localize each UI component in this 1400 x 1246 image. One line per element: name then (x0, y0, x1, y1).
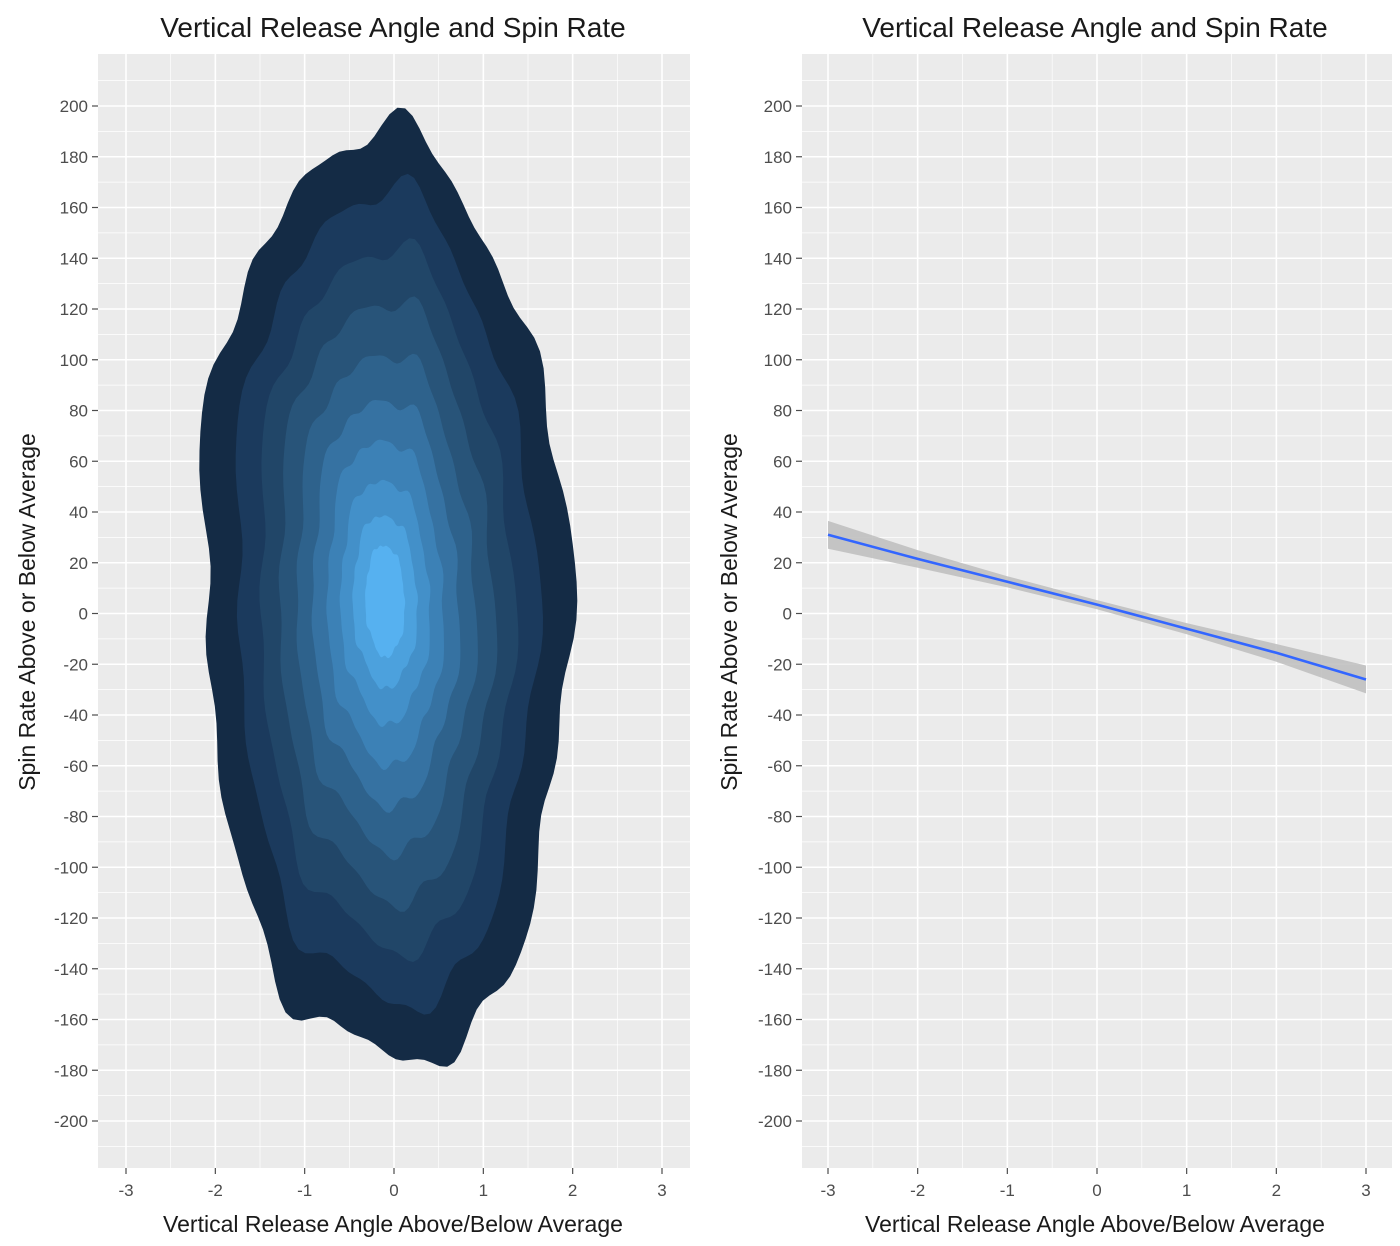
right-major-grid (802, 54, 1392, 1168)
y-tick-label: -60 (63, 757, 88, 776)
right-y-tick-labels: 200180160140120100806040200-20-40-60-80-… (758, 97, 792, 1131)
y-tick-label: -40 (63, 706, 88, 725)
y-tick-label: -20 (63, 655, 88, 674)
y-tick-label: 80 (773, 402, 792, 421)
density-contour-level-10 (365, 545, 406, 659)
density-contours (199, 107, 578, 1067)
y-tick-label: -180 (54, 1061, 88, 1080)
left-tick-marks (92, 105, 663, 1174)
y-tick-label: 100 (60, 351, 88, 370)
y-tick-label: -100 (758, 858, 792, 877)
y-tick-label: -80 (767, 808, 792, 827)
y-tick-label: 180 (60, 148, 88, 167)
y-tick-label: -160 (54, 1011, 88, 1030)
y-tick-label: 200 (764, 97, 792, 116)
x-tick-label: 0 (1092, 1181, 1101, 1200)
x-tick-label: -2 (208, 1181, 223, 1200)
x-tick-label: 1 (1182, 1181, 1191, 1200)
y-tick-label: 160 (764, 199, 792, 218)
left-x-tick-labels: -3 -2 -1 0 1 2 3 (118, 1181, 666, 1200)
y-tick-label: 60 (773, 452, 792, 471)
y-tick-label: 0 (783, 605, 792, 624)
left-y-tick-labels: 200180160140120100806040200-20-40-60-80-… (54, 97, 88, 1131)
x-tick-label: -1 (297, 1181, 312, 1200)
y-tick-label: 140 (764, 249, 792, 268)
right-x-tick-labels: -3 -2 -1 0 1 2 3 (820, 1181, 1370, 1200)
y-tick-label: -60 (767, 757, 792, 776)
y-tick-label: 100 (764, 351, 792, 370)
y-tick-label: -100 (54, 858, 88, 877)
y-tick-label: -200 (758, 1112, 792, 1131)
y-tick-label: -160 (758, 1011, 792, 1030)
x-tick-label: 1 (479, 1181, 488, 1200)
left-x-axis-label: Vertical Release Angle Above/Below Avera… (163, 1211, 623, 1237)
regression-series (827, 520, 1367, 694)
x-tick-label: 2 (1272, 1181, 1281, 1200)
right-tick-marks (796, 105, 1367, 1174)
x-tick-label: -3 (118, 1181, 133, 1200)
right-chart: Vertical Release Angle and Spin Rate 200… (716, 12, 1392, 1237)
right-y-axis-label: Spin Rate Above or Below Average (716, 433, 742, 791)
x-tick-label: 2 (568, 1181, 577, 1200)
y-tick-label: 200 (60, 97, 88, 116)
y-tick-label: -120 (758, 909, 792, 928)
y-tick-label: -80 (63, 808, 88, 827)
y-tick-label: 40 (69, 503, 88, 522)
x-tick-label: 3 (1361, 1181, 1370, 1200)
y-tick-label: 140 (60, 249, 88, 268)
y-tick-label: 20 (773, 554, 792, 573)
regression-line (827, 533, 1367, 681)
y-tick-label: -180 (758, 1061, 792, 1080)
y-tick-label: 20 (69, 554, 88, 573)
y-tick-label: 120 (60, 300, 88, 319)
y-tick-label: 0 (79, 605, 88, 624)
y-tick-label: 80 (69, 402, 88, 421)
x-tick-label: -3 (820, 1181, 835, 1200)
y-tick-label: 120 (764, 300, 792, 319)
y-tick-label: -140 (758, 960, 792, 979)
y-tick-label: 60 (69, 452, 88, 471)
y-tick-label: -120 (54, 909, 88, 928)
x-tick-label: -2 (910, 1181, 925, 1200)
y-tick-label: -140 (54, 960, 88, 979)
x-tick-label: 3 (657, 1181, 666, 1200)
x-tick-label: 0 (389, 1181, 398, 1200)
y-tick-label: -200 (54, 1112, 88, 1131)
y-tick-label: 160 (60, 199, 88, 218)
y-tick-label: -40 (767, 706, 792, 725)
right-x-axis-label: Vertical Release Angle Above/Below Avera… (865, 1211, 1325, 1237)
confidence-ribbon (828, 520, 1366, 694)
left-chart-title: Vertical Release Angle and Spin Rate (160, 12, 625, 43)
left-chart: Vertical Release Angle and Spin Rate 200… (14, 12, 690, 1237)
y-tick-label: -20 (767, 655, 792, 674)
y-tick-label: 40 (773, 503, 792, 522)
y-tick-label: 180 (764, 148, 792, 167)
x-tick-label: -1 (1000, 1181, 1015, 1200)
left-y-axis-label: Spin Rate Above or Below Average (14, 433, 40, 791)
right-chart-title: Vertical Release Angle and Spin Rate (862, 12, 1327, 43)
